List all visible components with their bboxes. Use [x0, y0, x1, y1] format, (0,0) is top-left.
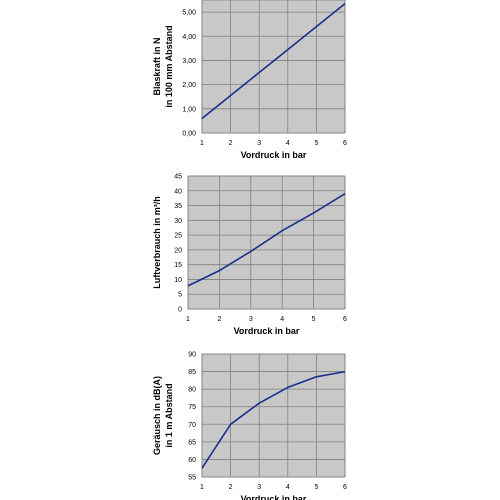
x-axis-title: Vordruck in bar [241, 150, 307, 160]
y-tick-label: 1,00 [182, 106, 196, 113]
y-tick-label: 0 [178, 307, 182, 314]
y-tick-label: 65 [188, 439, 196, 446]
series-line [201, 2, 346, 120]
x-tick-label: 2 [229, 484, 233, 491]
x-tick-label: 2 [229, 140, 233, 147]
y-axis-title: Blaskraft in N [152, 37, 162, 95]
y-axis-title: Geräusch in dB(A) [152, 376, 162, 455]
y-axis-title: Luftverbrauch in m³/h [152, 196, 162, 289]
plot-frame [201, 0, 346, 134]
y-tick-label: 35 [174, 203, 182, 210]
y-tick-label: 75 [188, 404, 196, 411]
x-tick-label: 5 [314, 140, 318, 147]
plot-area [188, 176, 345, 309]
x-tick-label: 4 [286, 484, 290, 491]
series-line [187, 193, 346, 287]
x-tick-label: 4 [286, 140, 290, 147]
x-tick-label: 1 [186, 316, 190, 323]
series-line [201, 370, 346, 469]
y-tick-label: 30 [174, 218, 182, 225]
y-tick-label: 40 [174, 188, 182, 195]
y-axis-title: in 1 m Abstand [164, 383, 174, 447]
x-tick-label: 2 [217, 316, 221, 323]
x-axis-title: Vordruck in bar [241, 494, 307, 500]
plot-area [202, 354, 345, 477]
y-axis-title: in 100 mm Abstand [164, 25, 174, 107]
x-tick-label: 6 [343, 140, 347, 147]
y-tick-label: 4,00 [182, 34, 196, 41]
x-tick-label: 5 [314, 484, 318, 491]
y-tick-label: 15 [174, 262, 182, 269]
y-tick-label: 0,00 [182, 131, 196, 138]
y-tick-label: 85 [188, 369, 196, 376]
y-tick-label: 80 [188, 387, 196, 394]
y-tick-label: 5 [178, 292, 182, 299]
y-tick-label: 20 [174, 247, 182, 254]
x-axis-title: Vordruck in bar [234, 326, 300, 336]
x-tick-label: 6 [343, 316, 347, 323]
x-tick-label: 4 [280, 316, 284, 323]
chart-1: 1 2 3 4 5 6 0,00 1,00 2,00 3,00 4,00 5,00 Vordruck i… [152, 0, 347, 160]
x-tick-label: 5 [312, 316, 316, 323]
x-tick-label: 1 [200, 140, 204, 147]
plot-frame [201, 353, 346, 478]
y-tick-label: 10 [174, 277, 182, 284]
y-tick-label: 5,00 [182, 10, 196, 17]
x-tick-label: 3 [257, 140, 261, 147]
y-tick-label: 3,00 [182, 58, 196, 65]
y-tick-label: 70 [188, 422, 196, 429]
chart-3: 1 2 3 4 5 6 55 60 65 70 75 80 85 90 Vordruck in bar Ger… [152, 352, 347, 500]
plot-frame [187, 175, 346, 310]
y-tick-label: 25 [174, 233, 182, 240]
x-tick-label: 6 [343, 484, 347, 491]
y-tick-label: 2,00 [182, 82, 196, 89]
y-tick-label: 90 [188, 352, 196, 359]
x-tick-label: 1 [200, 484, 204, 491]
x-tick-label: 3 [249, 316, 253, 323]
x-tick-label: 3 [257, 484, 261, 491]
y-tick-label: 60 [188, 457, 196, 464]
y-tick-label: 55 [188, 475, 196, 482]
y-tick-label: 45 [174, 174, 182, 181]
